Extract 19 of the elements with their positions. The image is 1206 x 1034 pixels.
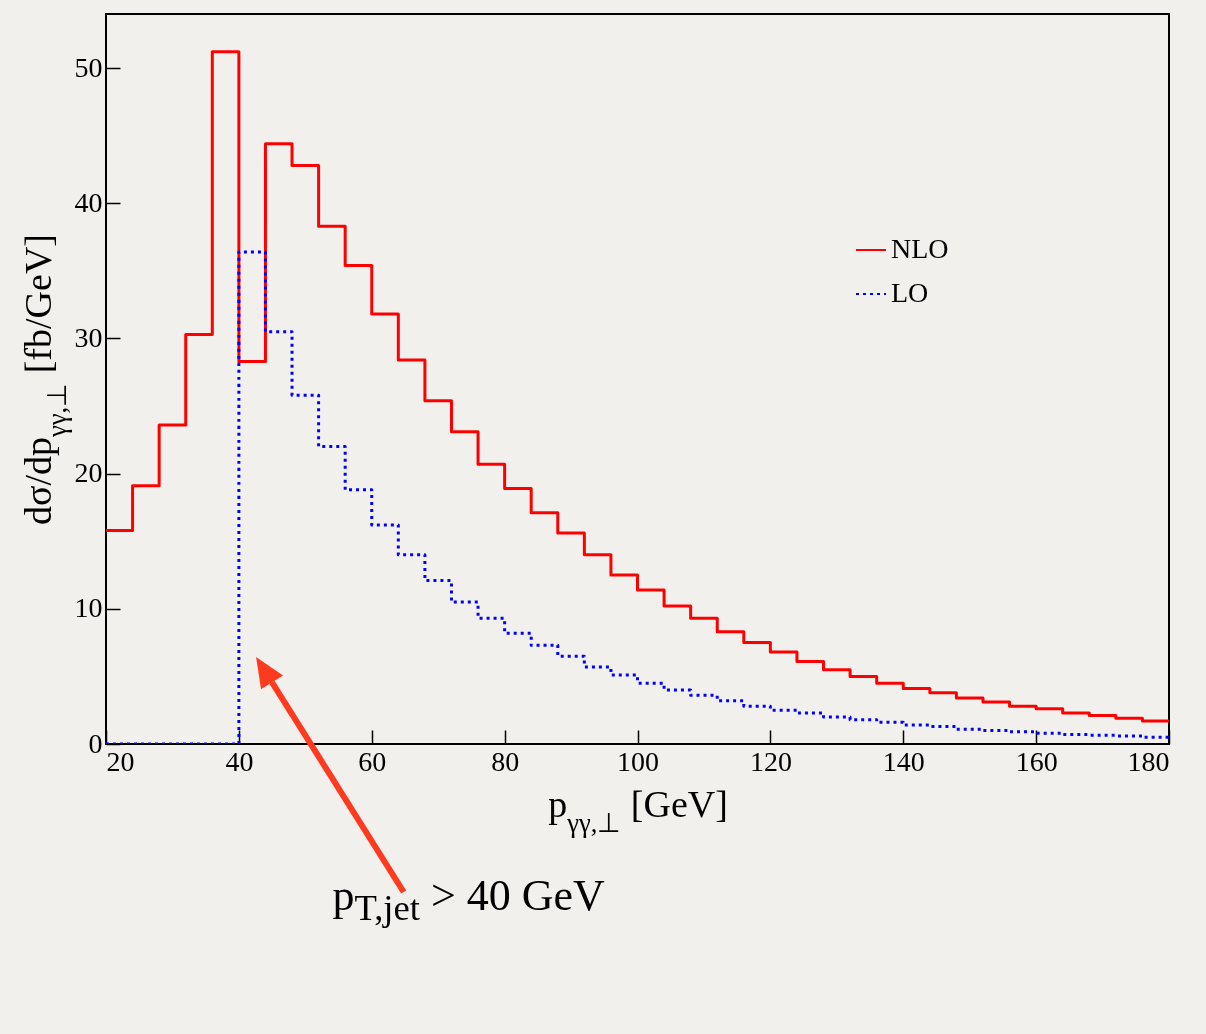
legend-label: LO <box>891 277 929 308</box>
x-tick-label: 160 <box>1015 745 1058 777</box>
x-axis-title: p$_{γγ,⊥}$ [GeV] <box>548 782 728 838</box>
y-tick-label: 0 <box>88 727 103 759</box>
x-tick-label: 180 <box>1127 745 1170 777</box>
y-tick-label: 20 <box>74 457 103 489</box>
y-tick-label: 40 <box>74 186 103 218</box>
x-tick-label: 140 <box>882 745 925 777</box>
legend-label: NLO <box>891 233 949 264</box>
x-tick-label: 60 <box>358 745 387 777</box>
x-tick-label: 100 <box>617 745 659 777</box>
y-tick-label: 50 <box>74 51 103 83</box>
x-tick-label: 120 <box>749 745 792 777</box>
x-tick-label: 40 <box>225 745 254 777</box>
x-tick-label: 20 <box>106 745 135 777</box>
x-tick-label: 80 <box>491 745 520 777</box>
text: p$_{T,jet}$ > 40 GeV <box>332 870 605 929</box>
y-tick-label: 30 <box>74 321 103 353</box>
y-tick-label: 10 <box>74 592 103 624</box>
